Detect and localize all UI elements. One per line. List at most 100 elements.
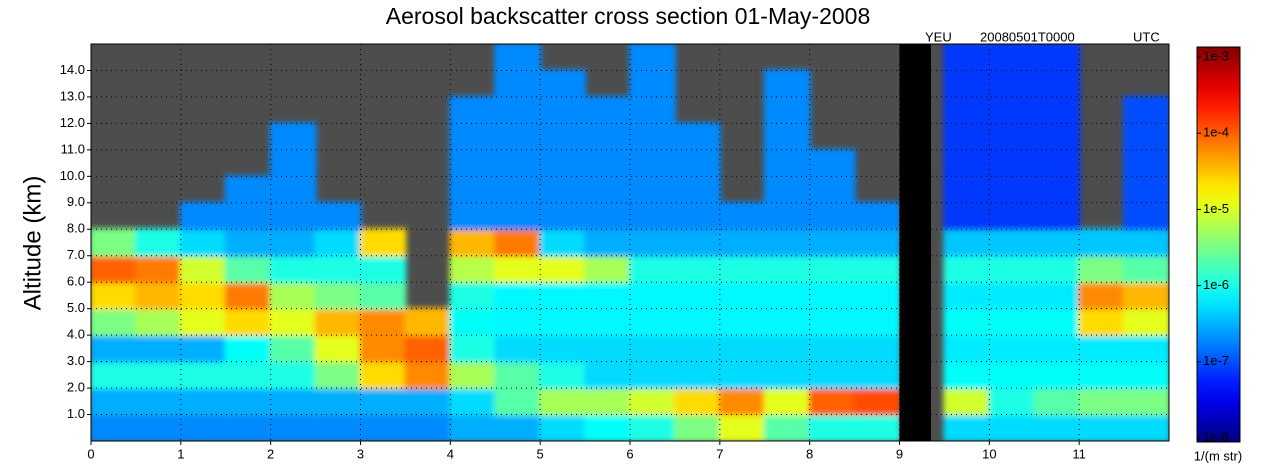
cell xyxy=(314,387,362,416)
cell xyxy=(1033,360,1081,390)
cell xyxy=(1078,360,1126,390)
cell xyxy=(1123,254,1169,284)
cell xyxy=(1078,307,1126,337)
cell xyxy=(673,413,721,441)
cell xyxy=(808,254,856,284)
y-tick-label: 9.0 xyxy=(67,194,85,209)
cell xyxy=(449,334,497,363)
cell xyxy=(629,281,676,310)
cell xyxy=(269,148,317,178)
cell xyxy=(449,122,497,151)
cell xyxy=(134,360,182,390)
cell xyxy=(539,254,587,284)
y-tick-label: 1.0 xyxy=(67,406,85,421)
cell xyxy=(808,148,856,178)
cell xyxy=(269,201,317,231)
cell xyxy=(359,281,407,310)
y-tick-label: 2.0 xyxy=(67,380,85,395)
cell xyxy=(404,413,452,441)
cell xyxy=(494,228,542,257)
cell xyxy=(808,201,856,231)
cell xyxy=(763,281,811,310)
cell xyxy=(584,360,631,390)
cell xyxy=(808,360,856,390)
cell xyxy=(449,148,497,178)
cell xyxy=(763,148,811,178)
cell xyxy=(1033,228,1081,257)
cell xyxy=(943,122,991,151)
cell xyxy=(359,228,407,257)
cell xyxy=(314,334,362,363)
cell xyxy=(539,360,587,390)
cell xyxy=(629,228,676,257)
cell xyxy=(988,281,1036,310)
cell xyxy=(179,281,227,310)
cell xyxy=(943,413,991,441)
cell xyxy=(673,387,721,416)
cell xyxy=(1123,387,1169,416)
cell xyxy=(539,175,587,204)
cell xyxy=(539,201,587,231)
cell xyxy=(988,307,1036,337)
cell xyxy=(134,254,182,284)
cell xyxy=(943,360,991,390)
colorbar-label: 1/(m str) xyxy=(1194,448,1242,463)
cell xyxy=(1033,334,1081,363)
cell xyxy=(404,387,452,416)
cell xyxy=(1123,201,1169,231)
cell xyxy=(539,95,587,125)
cell xyxy=(988,44,1036,72)
cell xyxy=(539,413,587,441)
cell xyxy=(943,148,991,178)
cell xyxy=(224,334,272,363)
cell xyxy=(718,201,766,231)
cell xyxy=(449,281,497,310)
cell xyxy=(91,228,137,257)
cell xyxy=(449,254,497,284)
y-tick-label: 7.0 xyxy=(67,247,85,262)
cell xyxy=(584,201,631,231)
cell xyxy=(179,360,227,390)
cell xyxy=(629,360,676,390)
cell xyxy=(179,228,227,257)
cell xyxy=(494,307,542,337)
cell xyxy=(853,387,901,416)
heatmap-layer xyxy=(91,44,1169,441)
cell xyxy=(269,175,317,204)
cell xyxy=(359,307,407,337)
station-label: YEU xyxy=(925,29,952,44)
cell xyxy=(1078,334,1126,363)
x-tick-label: 3 xyxy=(357,446,364,461)
cell xyxy=(988,413,1036,441)
cell xyxy=(943,44,991,72)
cell xyxy=(853,360,901,390)
cell xyxy=(539,228,587,257)
cell xyxy=(359,254,407,284)
cell xyxy=(269,281,317,310)
cell xyxy=(1078,254,1126,284)
y-axis-label: Altitude (km) xyxy=(19,176,46,311)
cell xyxy=(763,254,811,284)
time-label: 20080501T0000 xyxy=(980,29,1075,44)
cell xyxy=(494,334,542,363)
cell xyxy=(584,254,631,284)
cell xyxy=(179,387,227,416)
cell xyxy=(1033,387,1081,416)
cell xyxy=(134,334,182,363)
cell xyxy=(449,228,497,257)
cell xyxy=(853,254,901,284)
cell xyxy=(269,334,317,363)
cell xyxy=(988,95,1036,125)
cell xyxy=(314,254,362,284)
y-tick-label: 13.0 xyxy=(60,88,85,103)
cell xyxy=(584,281,631,310)
cell xyxy=(763,387,811,416)
cell xyxy=(359,387,407,416)
cell xyxy=(539,69,587,98)
cell xyxy=(853,201,901,231)
cell xyxy=(134,307,182,337)
cell xyxy=(1123,228,1169,257)
cell xyxy=(988,148,1036,178)
cell xyxy=(629,69,676,98)
cell xyxy=(449,413,497,441)
